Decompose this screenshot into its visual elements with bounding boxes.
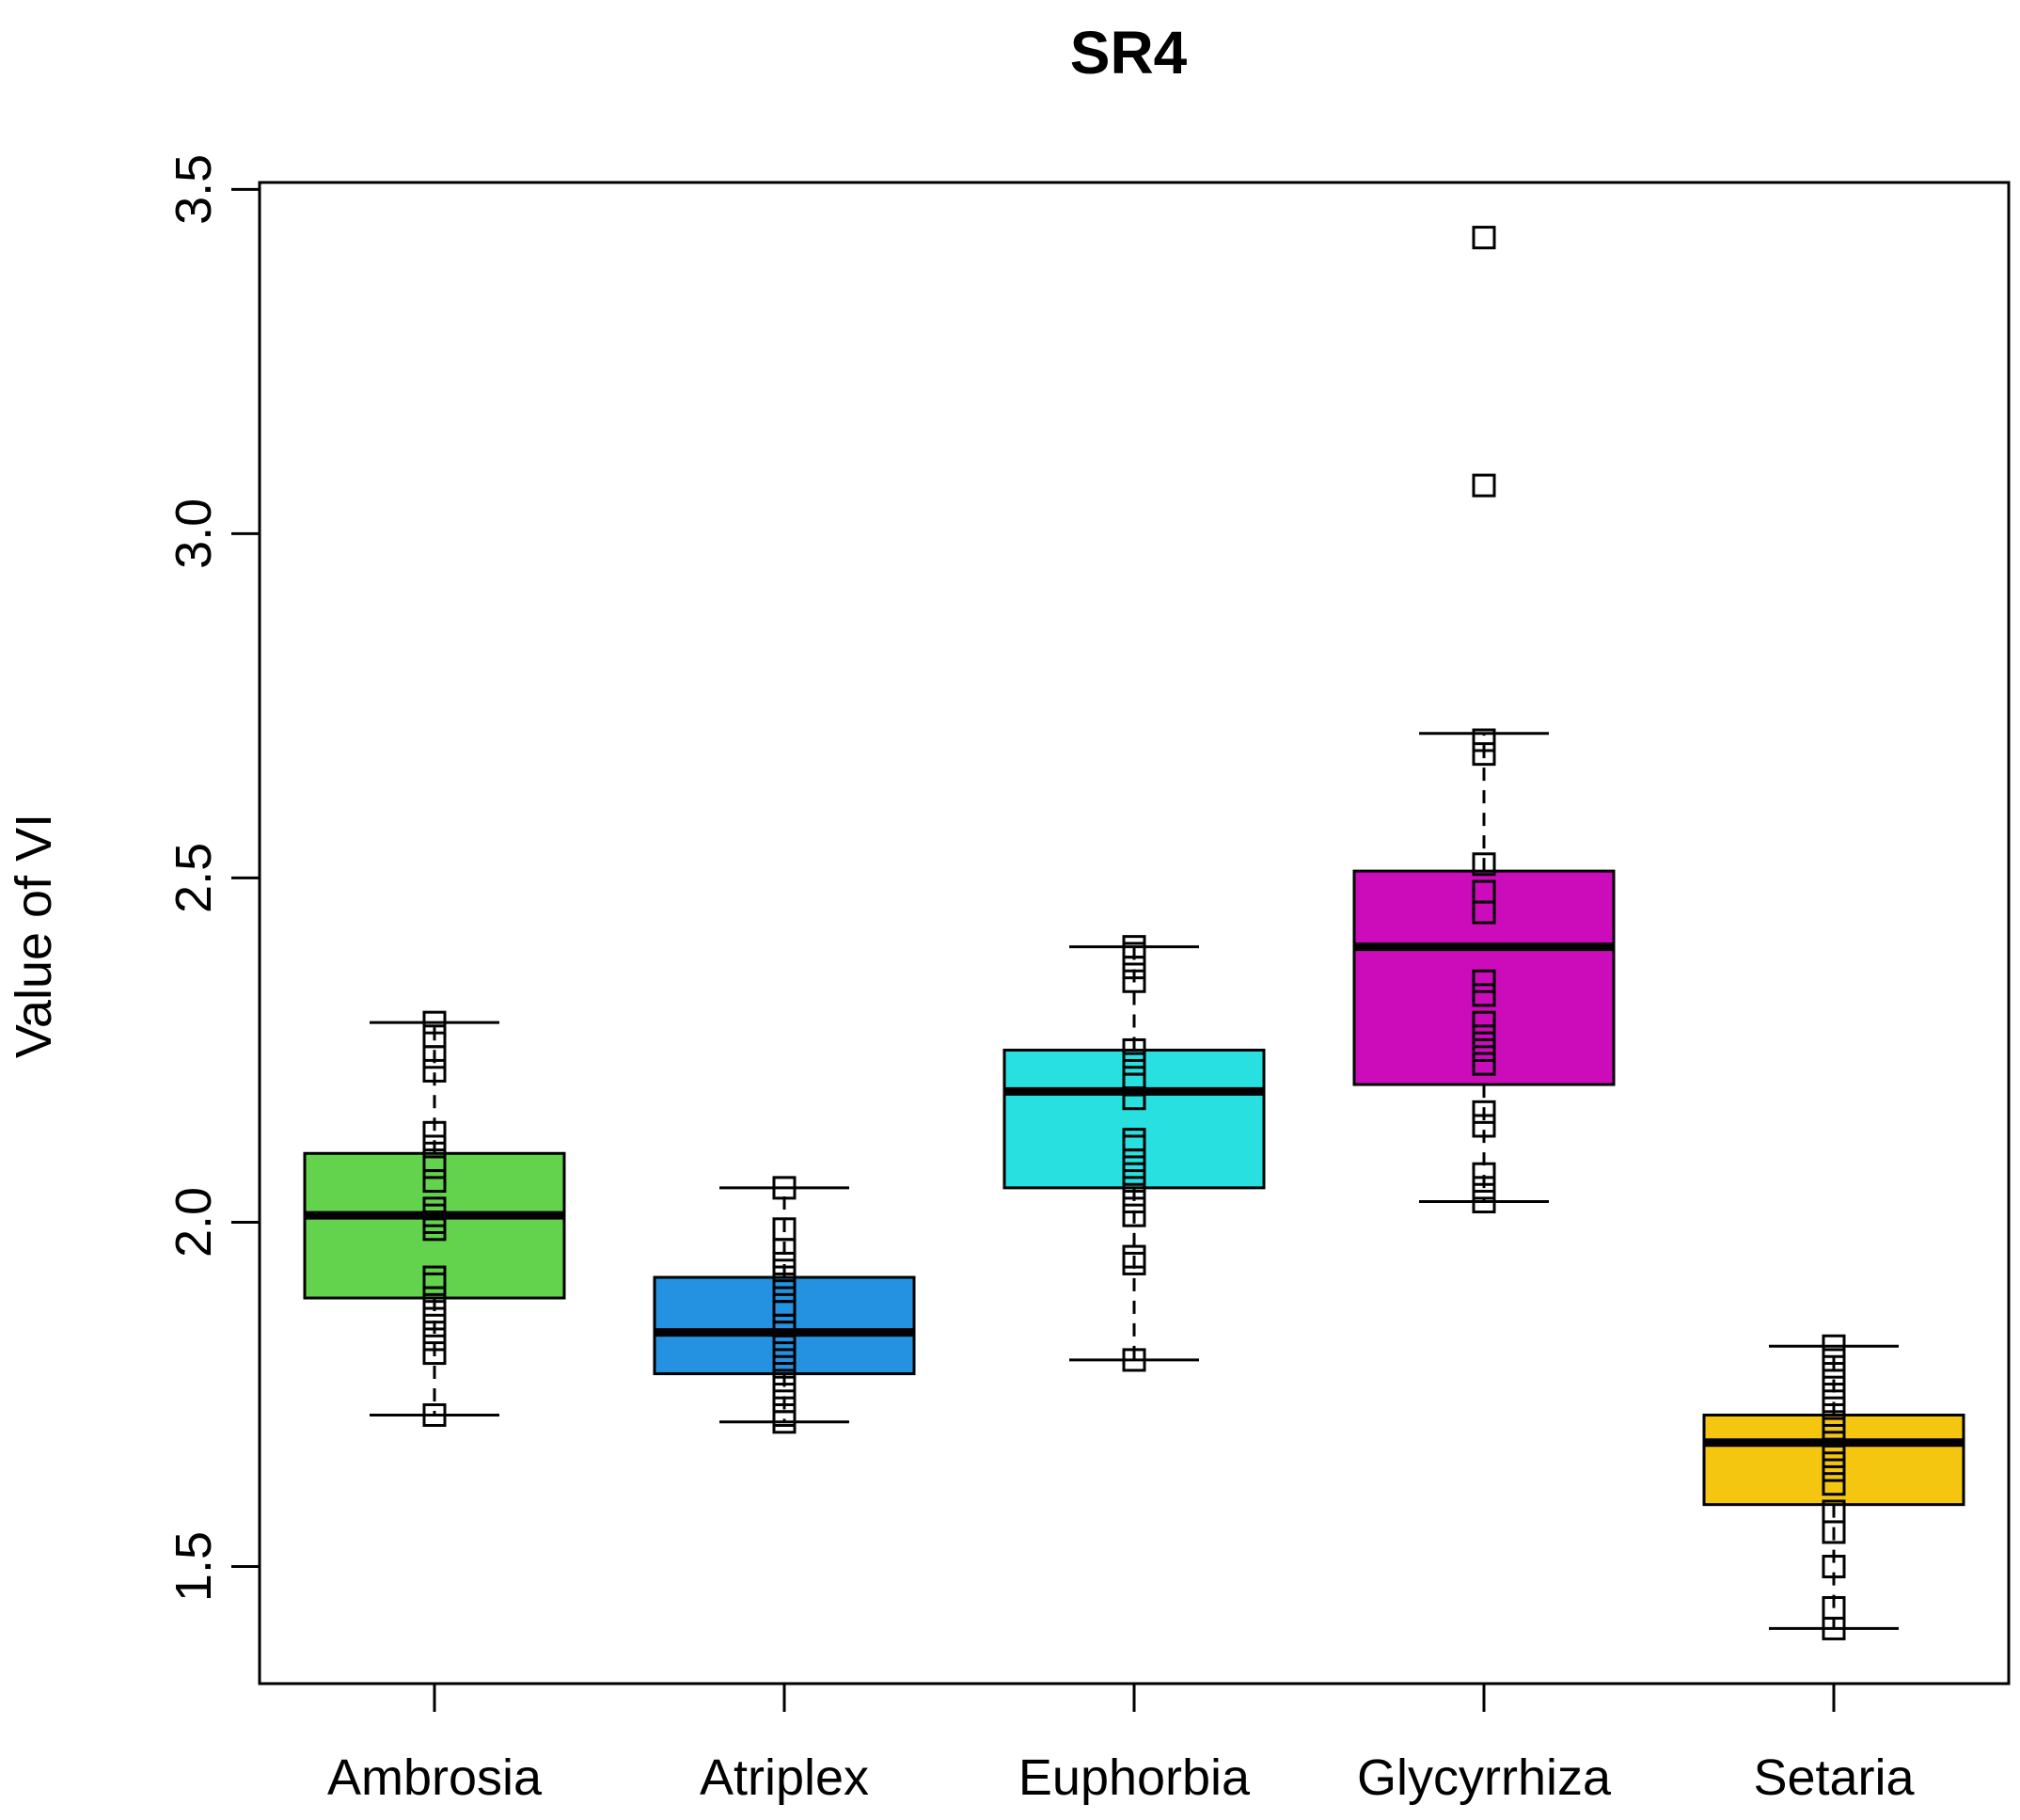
y-tick-label: 3.5 xyxy=(166,154,222,225)
data-point-euphorbia xyxy=(1122,1190,1146,1214)
chart-title: SR4 xyxy=(1070,19,1188,87)
y-tick-label: 2.5 xyxy=(166,843,222,913)
data-point-setaria xyxy=(1822,1431,1846,1455)
data-point-euphorbia xyxy=(1122,1128,1146,1152)
data-point-setaria xyxy=(1822,1375,1846,1400)
data-point-euphorbia xyxy=(1122,969,1146,993)
data-point-euphorbia xyxy=(1122,935,1146,959)
data-point-atriplex xyxy=(772,1362,797,1386)
data-point-atriplex xyxy=(772,1348,797,1372)
data-point-glycyrrhiza xyxy=(1472,1100,1496,1124)
box-group-atriplex xyxy=(653,1176,916,1434)
data-point-euphorbia xyxy=(1122,1052,1146,1076)
box-glycyrrhiza xyxy=(1352,869,1616,1086)
y-axis-label: Value of VI xyxy=(6,814,62,1058)
data-point-euphorbia xyxy=(1122,1348,1146,1372)
data-point-glycyrrhiza xyxy=(1472,742,1496,767)
data-point-setaria xyxy=(1822,1472,1846,1496)
data-point-setaria xyxy=(1822,1595,1846,1620)
data-point-glycyrrhiza xyxy=(1472,1010,1496,1035)
data-point-atriplex xyxy=(772,1389,797,1414)
data-point-glycyrrhiza xyxy=(1472,1037,1496,1062)
data-point-glycyrrhiza xyxy=(1472,1190,1496,1214)
data-point-atriplex xyxy=(772,1402,797,1427)
box-group-euphorbia xyxy=(1002,935,1266,1372)
data-point-ambrosia xyxy=(422,1265,447,1290)
box-group-glycyrrhiza xyxy=(1352,226,1616,1214)
data-point-ambrosia xyxy=(422,1010,447,1035)
data-point-glycyrrhiza xyxy=(1472,852,1496,877)
data-point-ambrosia xyxy=(422,1300,447,1324)
y-tick-label: 1.5 xyxy=(166,1531,222,1602)
data-point-setaria xyxy=(1822,1499,1846,1524)
plot-frame xyxy=(258,181,2011,1685)
data-point-atriplex xyxy=(772,1251,797,1275)
data-point-ambrosia xyxy=(422,1024,447,1049)
data-point-ambrosia xyxy=(422,1327,447,1352)
box-atriplex xyxy=(653,1275,916,1376)
x-tick-label-atriplex: Atriplex xyxy=(700,1749,869,1806)
data-point-euphorbia xyxy=(1122,1066,1146,1090)
data-point-atriplex xyxy=(772,1265,797,1290)
data-point-euphorbia xyxy=(1122,1203,1146,1227)
box-group-setaria xyxy=(1702,1334,1965,1640)
data-point-atriplex xyxy=(772,1279,797,1304)
data-point-setaria xyxy=(1822,1402,1846,1427)
x-tick-label-setaria: Setaria xyxy=(1753,1749,1915,1806)
data-point-glycyrrhiza xyxy=(1472,473,1496,498)
data-point-glycyrrhiza xyxy=(1472,879,1496,904)
data-point-ambrosia xyxy=(422,1134,447,1159)
data-point-atriplex xyxy=(772,1375,797,1400)
data-point-glycyrrhiza xyxy=(1472,1052,1496,1076)
y-tick-label: 2.0 xyxy=(166,1187,222,1258)
data-point-ambrosia xyxy=(422,1058,447,1083)
data-point-atriplex xyxy=(772,1292,797,1317)
box-group-ambrosia xyxy=(303,1010,566,1427)
data-point-atriplex xyxy=(772,1176,797,1200)
data-point-euphorbia xyxy=(1122,1244,1146,1269)
data-point-glycyrrhiza xyxy=(1472,983,1496,1007)
axes: Ambrosia Atriplex Euphorbia Glycyrrhiza Seta… xyxy=(166,154,2011,1806)
data-point-ambrosia xyxy=(422,1120,447,1145)
x-tick-label-glycyrrhiza: Glycyrrhiza xyxy=(1357,1749,1612,1806)
data-point-euphorbia xyxy=(1122,1162,1146,1186)
data-point-glycyrrhiza xyxy=(1472,226,1496,250)
data-point-glycyrrhiza xyxy=(1472,969,1496,993)
data-point-ambrosia xyxy=(422,1313,447,1337)
data-point-ambrosia xyxy=(422,1341,447,1366)
data-point-glycyrrhiza xyxy=(1472,728,1496,752)
data-point-ambrosia xyxy=(422,1196,447,1221)
data-point-euphorbia xyxy=(1122,1037,1146,1062)
data-point-atriplex xyxy=(772,1217,797,1242)
data-point-ambrosia xyxy=(422,1148,447,1173)
data-point-glycyrrhiza xyxy=(1472,1162,1496,1186)
box-euphorbia xyxy=(1002,1048,1266,1190)
data-point-setaria xyxy=(1822,1444,1846,1468)
data-point-setaria xyxy=(1822,1555,1846,1579)
x-tick-label-ambrosia: Ambrosia xyxy=(327,1749,543,1806)
plot-area xyxy=(303,226,1965,1640)
data-point-glycyrrhiza xyxy=(1472,1176,1496,1200)
data-point-setaria xyxy=(1822,1362,1846,1386)
data-point-glycyrrhiza xyxy=(1472,1024,1496,1049)
y-tick-label: 3.0 xyxy=(166,499,222,569)
data-point-euphorbia xyxy=(1122,1176,1146,1200)
data-point-setaria xyxy=(1822,1458,1846,1482)
data-point-setaria xyxy=(1822,1348,1846,1372)
x-tick-label-euphorbia: Euphorbia xyxy=(1018,1749,1251,1806)
data-point-setaria xyxy=(1822,1389,1846,1414)
data-point-setaria xyxy=(1822,1334,1846,1358)
data-point-glycyrrhiza xyxy=(1472,1114,1496,1138)
data-point-ambrosia xyxy=(422,1402,447,1427)
data-point-setaria xyxy=(1822,1416,1846,1441)
